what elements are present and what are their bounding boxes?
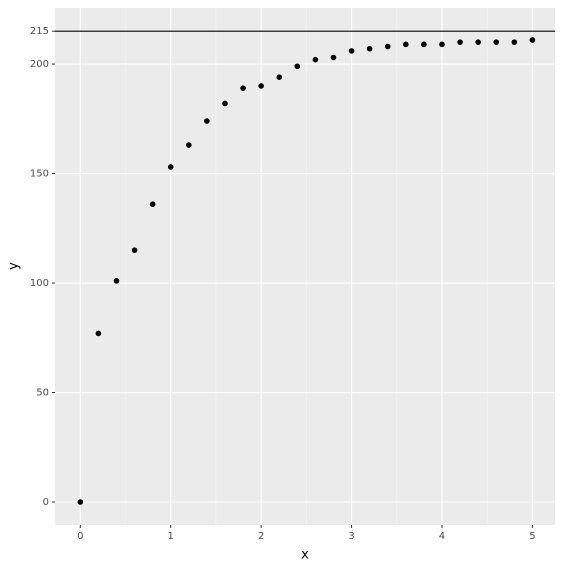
point bbox=[439, 41, 445, 48]
x-tick-label: 0 bbox=[77, 531, 83, 542]
x-tick-label: 5 bbox=[529, 531, 535, 542]
point bbox=[240, 85, 246, 91]
point bbox=[276, 74, 283, 80]
point bbox=[330, 54, 337, 61]
marks bbox=[55, 30, 555, 505]
point bbox=[403, 41, 409, 48]
point bbox=[529, 37, 536, 43]
panel bbox=[55, 8, 555, 525]
point bbox=[366, 45, 373, 52]
point bbox=[457, 39, 463, 45]
point bbox=[475, 39, 481, 45]
point bbox=[384, 43, 391, 50]
y-axis-title: y bbox=[7, 262, 22, 270]
point bbox=[348, 48, 355, 54]
point bbox=[493, 39, 500, 45]
y-tick-label: 150 bbox=[30, 169, 49, 180]
point bbox=[258, 83, 264, 89]
x-axis-title: x bbox=[301, 548, 309, 563]
point bbox=[511, 39, 518, 45]
x-tick-label: 1 bbox=[168, 531, 174, 542]
x-tick-label: 2 bbox=[258, 531, 264, 542]
point bbox=[222, 100, 228, 107]
x-tick-label: 3 bbox=[348, 531, 354, 542]
point bbox=[186, 142, 192, 148]
x-tick-label: 4 bbox=[439, 531, 445, 542]
point bbox=[312, 56, 319, 63]
y-tick-label: 50 bbox=[36, 388, 49, 399]
point bbox=[149, 201, 156, 208]
point bbox=[167, 164, 174, 170]
y-tick-label: 215 bbox=[30, 26, 49, 37]
point bbox=[204, 118, 210, 124]
point bbox=[95, 330, 102, 337]
y-tick-label: 200 bbox=[30, 59, 49, 70]
point bbox=[131, 247, 138, 253]
point bbox=[294, 63, 301, 70]
point bbox=[113, 278, 120, 284]
point bbox=[77, 499, 84, 505]
y-tick-label: 0 bbox=[43, 497, 49, 508]
y-tick-label: 100 bbox=[30, 278, 49, 289]
point bbox=[421, 41, 427, 48]
